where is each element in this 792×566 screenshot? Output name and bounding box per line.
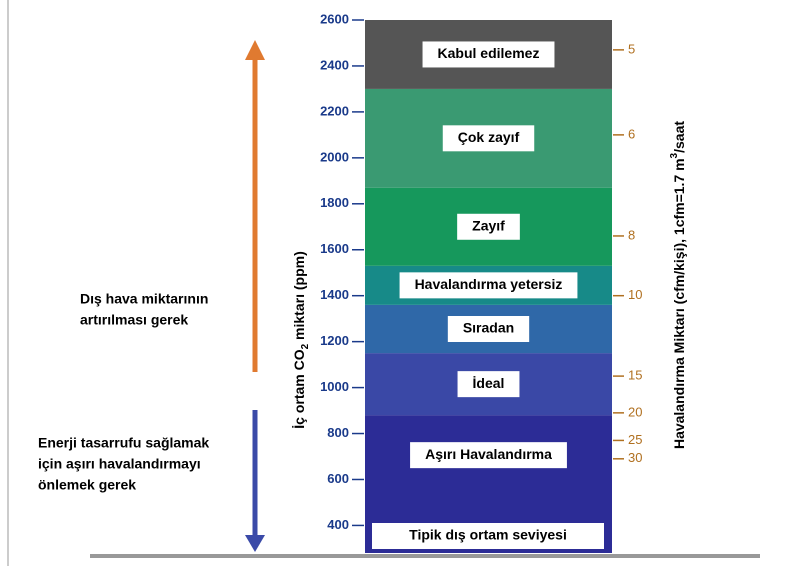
baseline-label: Tipik dış ortam seviyesi <box>409 527 567 543</box>
band-label: Çok zayıf <box>458 129 520 145</box>
band-label: Havalandırma yetersiz <box>415 276 563 292</box>
y-tick-label: 1600 <box>320 241 349 256</box>
arrow-head <box>245 535 265 552</box>
label-box <box>457 371 520 398</box>
y2-tick-label: 10 <box>628 287 642 302</box>
band-label: İdeal <box>473 375 505 391</box>
annotation: Dış hava miktarının <box>80 291 208 307</box>
label-box <box>399 272 578 299</box>
label-box <box>457 213 520 240</box>
annotation: Enerji tasarrufu sağlamak <box>38 435 209 451</box>
band-label: Aşırı Havalandırma <box>425 446 552 462</box>
y2-tick-label: 8 <box>628 227 635 242</box>
title-part: İç ortam CO <box>291 349 307 428</box>
title-part: Havalandırma Miktarı (cfm/kişi), 1cfm=1.… <box>671 158 687 449</box>
y2-tick-label: 15 <box>628 368 642 383</box>
y-tick-label: 1200 <box>320 333 349 348</box>
band-label-box: Sıradan <box>447 316 530 343</box>
band-label-box: Zayıf <box>457 213 520 240</box>
y-tick-label: 1800 <box>320 195 349 210</box>
y-tick-label: 800 <box>327 425 349 440</box>
band-label-box: Havalandırma yetersiz <box>399 272 578 299</box>
y-tick-label: 2000 <box>320 149 349 164</box>
band-label-box: Aşırı Havalandırma <box>410 442 567 469</box>
y-axis-title: İç ortam CO2 miktarı (ppm) <box>291 251 311 429</box>
y2-tick-label: 25 <box>628 432 642 447</box>
title-part: miktarı (ppm) <box>291 251 307 344</box>
y2-axis-title: Havalandırma Miktarı (cfm/kişi), 1cfm=1.… <box>669 121 687 449</box>
y-tick-label: 2600 <box>320 11 349 26</box>
y-tick-label: 2400 <box>320 57 349 72</box>
arrow-head <box>245 40 265 60</box>
annotation: artırılması gerek <box>80 312 188 328</box>
y-tick-label: 400 <box>327 517 349 532</box>
y2-tick-label: 30 <box>628 450 642 465</box>
y-tick-label: 2200 <box>320 103 349 118</box>
band-label-box: Kabul edilemez <box>422 41 555 68</box>
y-tick-label: 600 <box>327 471 349 486</box>
label-box <box>410 442 567 469</box>
annotation: için aşırı havalandırmayı <box>38 456 201 472</box>
label-box <box>442 125 535 152</box>
band-label: Zayıf <box>472 217 505 233</box>
title-part: 3 <box>669 152 680 158</box>
band-label: Sıradan <box>463 320 514 336</box>
title-part: 2 <box>300 343 311 349</box>
label-box <box>372 523 604 549</box>
band-label-box: İdeal <box>457 371 520 398</box>
label-box <box>447 316 530 343</box>
label-box <box>422 41 555 68</box>
y2-tick-label: 20 <box>628 404 642 419</box>
y2-tick-label: 6 <box>628 126 635 141</box>
title-part: /saat <box>671 121 687 153</box>
y-tick-label: 1000 <box>320 379 349 394</box>
baseline-box: Tipik dış ortam seviyesi <box>372 523 604 549</box>
band-label-box: Çok zayıf <box>442 125 535 152</box>
y-tick-label: 1400 <box>320 287 349 302</box>
y2-tick-label: 5 <box>628 41 635 56</box>
band-label: Kabul edilemez <box>438 45 540 61</box>
annotation: önlemek gerek <box>38 477 136 493</box>
